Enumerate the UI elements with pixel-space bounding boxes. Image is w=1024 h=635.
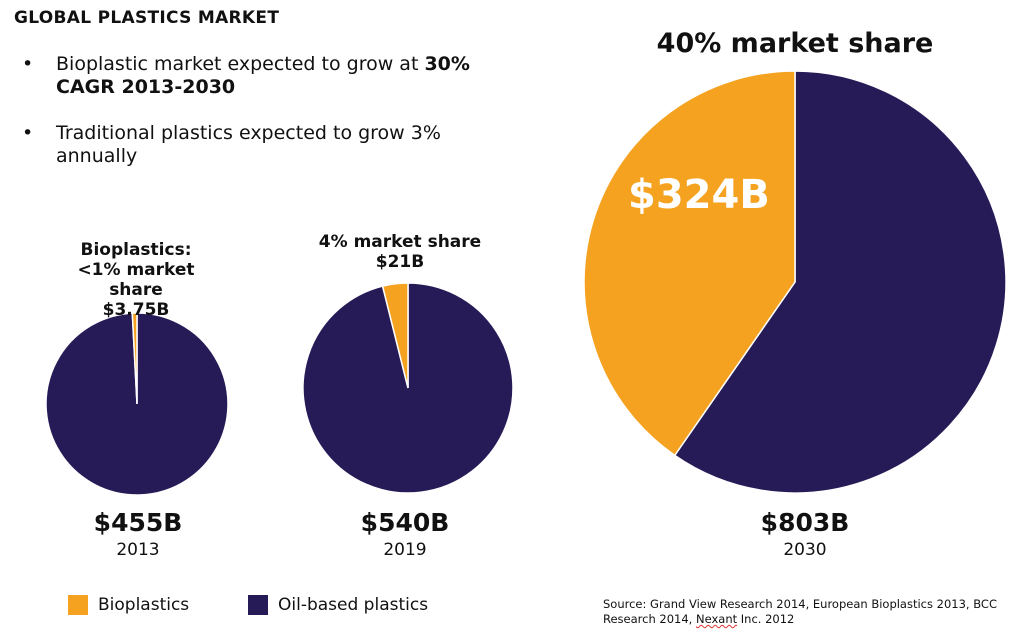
pie-2030-oil-slice xyxy=(673,70,1007,494)
bullet-text: Bioplastic market expected to grow at 30… xyxy=(56,53,470,98)
page-title: GLOBAL PLASTICS MARKET xyxy=(14,8,280,28)
slice-label-2030-bioplastics: $324B xyxy=(628,172,770,218)
year-2030: 2030 xyxy=(783,540,827,560)
pie-2013-bioplastics-slice xyxy=(131,312,138,405)
bullet-dot: • xyxy=(22,53,34,75)
pie-2019-bioplastics-slice xyxy=(381,282,409,389)
annotation-2030: 40% market share xyxy=(656,28,934,59)
total-2030: $803B xyxy=(760,508,850,537)
annotation-line: $21B xyxy=(375,252,425,272)
total-2013: $455B xyxy=(93,508,183,537)
annotation-2013: Bioplastics: <1% market share $3.75B xyxy=(60,240,212,320)
legend-label: Oil-based plastics xyxy=(278,595,429,615)
legend-label: Bioplastics xyxy=(98,595,190,615)
legend-swatch-bioplastics xyxy=(68,595,88,615)
annotation-2019: 4% market share $21B xyxy=(300,232,500,272)
pie-2030-bioplastics-slice xyxy=(583,70,796,457)
total-2019: $540B xyxy=(360,508,450,537)
bullet-dot: • xyxy=(22,122,34,144)
annotation-line: 4% market share xyxy=(318,232,482,252)
annotation-line: $3.75B xyxy=(102,300,170,320)
bullet-text: Traditional plastics expected to grow 3%… xyxy=(56,122,441,167)
source-note: Source: Grand View Research 2014, Europe… xyxy=(603,597,997,626)
annotation-line: <1% market share xyxy=(77,260,195,300)
year-2013: 2013 xyxy=(116,540,160,560)
annotation-line: Bioplastics: xyxy=(80,240,192,260)
legend-swatch-oil xyxy=(248,595,268,615)
year-2019: 2019 xyxy=(383,540,427,560)
